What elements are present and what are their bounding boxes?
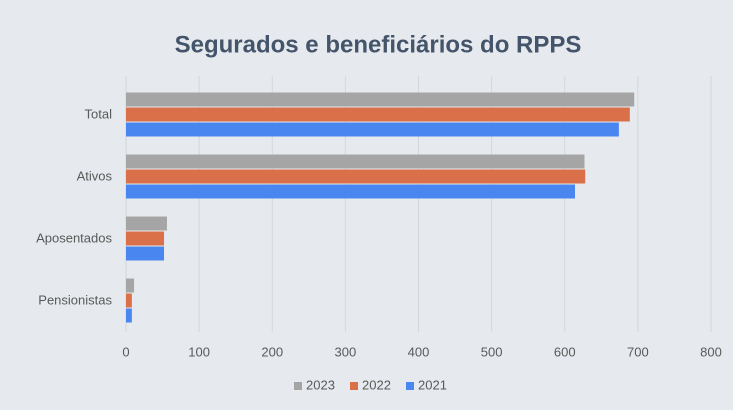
legend-swatch [350,382,358,390]
y-tick-label: Aposentados [36,230,112,245]
y-tick-label: Ativos [77,168,113,183]
x-tick-label: 600 [554,344,576,359]
bar [126,278,135,293]
legend-swatch [406,382,414,390]
bar [126,184,575,199]
bar [126,169,586,184]
y-tick-label: Pensionistas [38,292,112,307]
bar [126,154,585,169]
bar [126,231,165,246]
x-tick-label: 300 [335,344,357,359]
legend-label: 2023 [306,377,335,392]
bar [126,293,132,308]
bar [126,107,630,122]
bar [126,92,635,107]
x-tick-label: 700 [627,344,649,359]
x-tick-label: 0 [122,344,129,359]
x-tick-label: 800 [700,344,722,359]
y-tick-label: Total [85,106,113,121]
legend-swatch [294,382,302,390]
x-tick-label: 200 [261,344,283,359]
x-tick-label: 400 [408,344,430,359]
bar [126,308,132,323]
legend-label: 2022 [362,377,391,392]
x-tick-label: 500 [481,344,503,359]
x-tick-label: 100 [188,344,210,359]
bar [126,246,165,261]
chart-title: Segurados e beneficiários do RPPS [175,31,582,58]
bar [126,122,619,137]
bar [126,216,167,231]
legend-label: 2021 [418,377,447,392]
